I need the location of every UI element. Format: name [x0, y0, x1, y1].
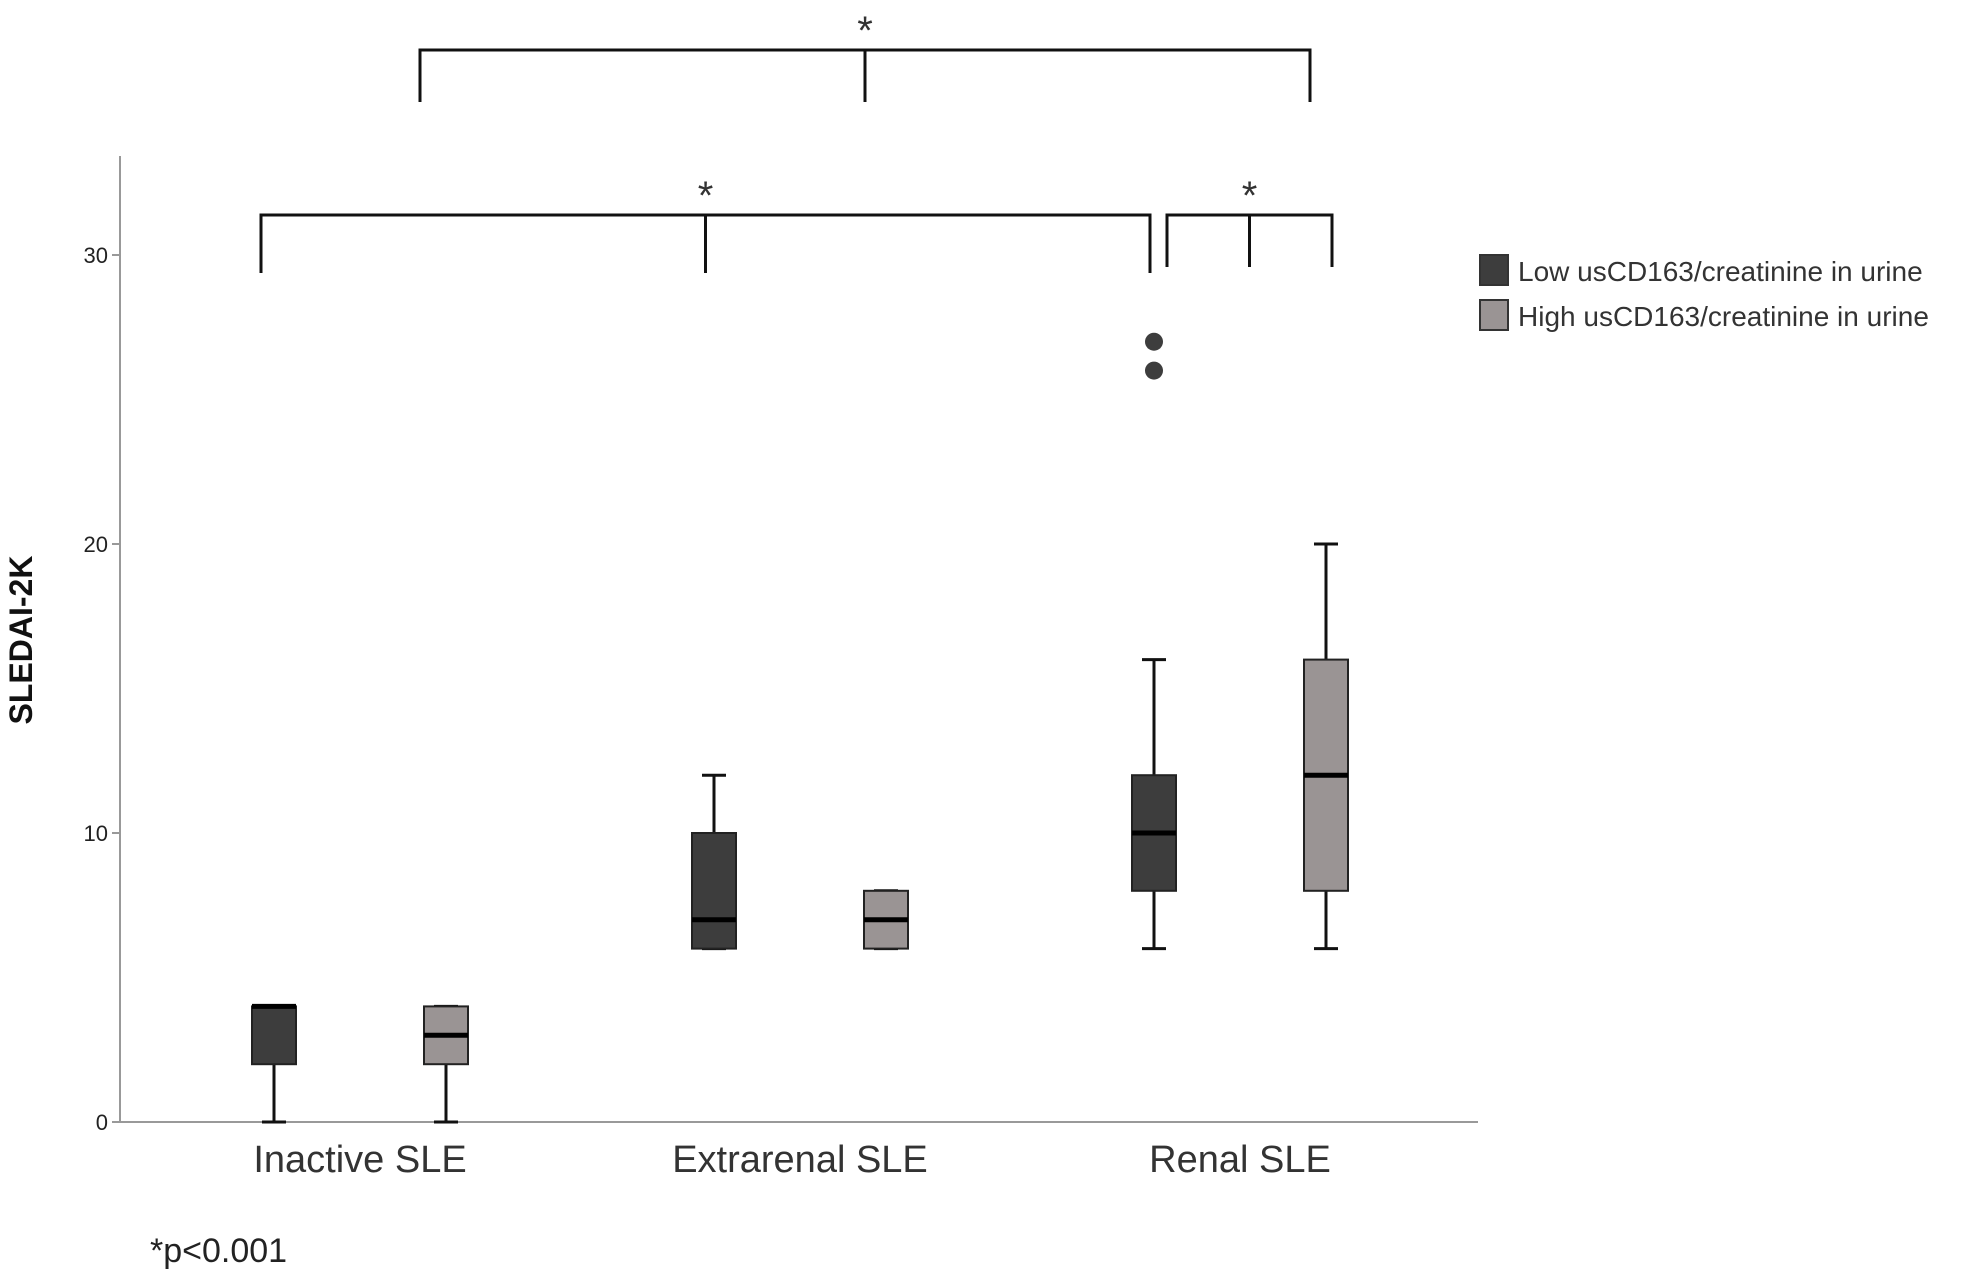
- box-group: [423, 1004, 469, 1124]
- x-category-labels: Inactive SLE Extrarenal SLE Renal SLE: [253, 1139, 1331, 1181]
- significance-label: *: [857, 9, 873, 53]
- legend: Low usCD163/creatinine in urine High usC…: [1479, 254, 1929, 332]
- outlier-point: [1145, 361, 1163, 380]
- box-rect: [251, 1005, 297, 1066]
- x-category-label: Extrarenal SLE: [672, 1139, 928, 1181]
- boxes: [251, 332, 1349, 1124]
- x-category-label: Inactive SLE: [253, 1139, 466, 1181]
- box-group: [1303, 542, 1349, 951]
- significance-brackets: * * *: [259, 9, 1334, 273]
- bracket-top: *: [418, 9, 1312, 102]
- box-group: [251, 1003, 297, 1124]
- y-tick-label: 20: [84, 532, 108, 557]
- significance-label: *: [1242, 174, 1258, 218]
- box-group: [691, 773, 737, 951]
- box-group: [1131, 332, 1177, 951]
- y-ticks: 0 10 20 30: [84, 243, 120, 1135]
- legend-label-low: Low usCD163/creatinine in urine: [1518, 256, 1923, 287]
- outlier-point: [1145, 332, 1163, 351]
- legend-label-high: High usCD163/creatinine in urine: [1518, 301, 1929, 332]
- box-group: [863, 889, 909, 951]
- y-tick-label: 10: [84, 821, 108, 846]
- bracket-middle-right: *: [1165, 174, 1334, 267]
- legend-swatch-high: [1479, 299, 1509, 331]
- y-tick-label: 30: [84, 243, 108, 268]
- y-tick-label: 0: [96, 1110, 108, 1135]
- box-rect: [691, 832, 737, 950]
- significance-label: *: [698, 174, 714, 218]
- bracket-middle-left: *: [259, 174, 1152, 273]
- footnote: *p<0.001: [150, 1232, 287, 1270]
- y-axis-label: SLEDAI-2K: [3, 556, 39, 725]
- x-category-label: Renal SLE: [1149, 1139, 1331, 1181]
- legend-swatch-low: [1479, 254, 1509, 286]
